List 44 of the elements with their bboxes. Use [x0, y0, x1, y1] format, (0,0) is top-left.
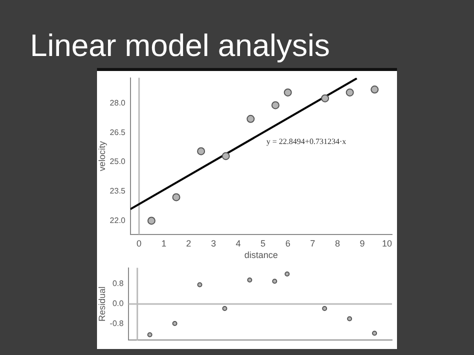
y-axis-title: Residual — [96, 286, 107, 322]
x-tick-label: 3 — [210, 238, 216, 248]
x-tick-label: 8 — [334, 238, 340, 248]
x-tick-label: 5 — [260, 238, 266, 248]
y-tick-label: 22.0 — [110, 216, 126, 225]
x-tick-label: 9 — [360, 238, 365, 248]
y-tick-label: 0.0 — [112, 299, 124, 308]
point — [372, 330, 378, 336]
point — [272, 278, 278, 284]
point — [197, 147, 206, 156]
point — [347, 316, 352, 322]
point — [246, 114, 255, 123]
y-tick-label: 0.8 — [112, 279, 124, 288]
point — [321, 94, 330, 102]
x-tick-label: 6 — [285, 238, 290, 248]
y-tick-label: 26.5 — [110, 128, 126, 137]
point — [222, 152, 230, 160]
y-tick-label: 28.0 — [110, 98, 126, 108]
y-axis-title: velocity — [96, 140, 107, 172]
point — [284, 88, 292, 96]
point — [346, 88, 354, 96]
x-tick-label: 4 — [236, 238, 241, 248]
x-tick-label: 10 — [382, 238, 392, 248]
x-tick-label: 7 — [310, 238, 316, 248]
y-tick-label: 23.5 — [110, 186, 126, 196]
chart-title: Linear model analysis — [30, 28, 330, 64]
x-tick-label: 0 — [136, 238, 142, 248]
point — [370, 86, 379, 94]
point — [172, 193, 180, 202]
point — [322, 306, 328, 311]
point — [197, 282, 202, 288]
y-tick-label: 25.0 — [110, 157, 126, 166]
annotation: y = 22.8494+0.731234·x — [266, 137, 346, 146]
point — [147, 216, 156, 225]
point — [284, 272, 290, 277]
point — [172, 320, 178, 326]
point — [147, 332, 152, 338]
y-tick-label: -0.8 — [110, 319, 124, 328]
point — [271, 101, 280, 110]
x-tick-label: 1 — [161, 238, 166, 248]
x-axis-title: distance — [244, 250, 278, 260]
point — [247, 278, 252, 283]
x-tick-label: 2 — [186, 238, 192, 248]
point — [222, 306, 228, 311]
